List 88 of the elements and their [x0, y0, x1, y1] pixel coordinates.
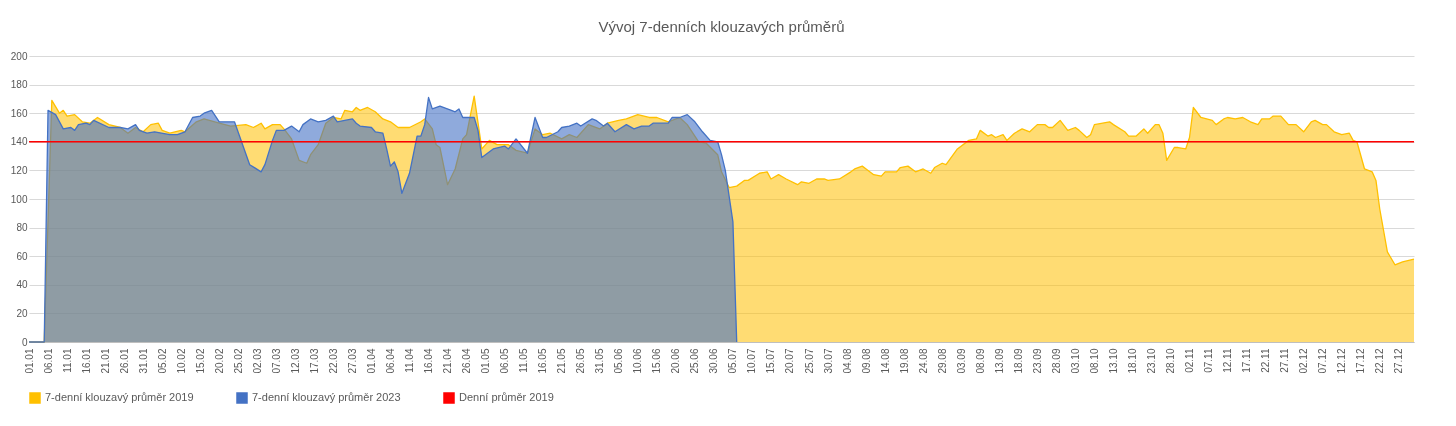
- x-tick-label: 12.12: [1336, 348, 1348, 374]
- x-tick-label: 08.09: [974, 348, 986, 374]
- x-tick-label: 05.06: [613, 348, 625, 374]
- x-tick-label: 22.03: [327, 348, 339, 374]
- x-tick-label: 01.01: [23, 348, 35, 374]
- x-tick-label: 27.03: [346, 348, 358, 374]
- x-tick-label: 21.01: [99, 348, 111, 374]
- x-tick-label: 10.06: [632, 348, 644, 374]
- x-tick-label: 23.10: [1145, 348, 1157, 374]
- y-tick-label: 160: [10, 107, 28, 119]
- x-tick-label: 07.12: [1317, 348, 1329, 374]
- x-tick-label: 31.05: [594, 348, 606, 374]
- x-tick-label: 22.12: [1374, 348, 1386, 374]
- x-tick-label: 23.09: [1031, 348, 1043, 374]
- x-tick-label: 28.10: [1164, 348, 1176, 374]
- x-tick-label: 05.07: [727, 348, 739, 374]
- x-tick-label: 20.07: [784, 348, 796, 374]
- x-tick-label: 30.06: [708, 348, 720, 374]
- x-tick-label: 16.01: [80, 348, 92, 374]
- x-tick-label: 11.01: [61, 348, 73, 373]
- y-tick-label: 40: [16, 279, 28, 291]
- x-tick-label: 10.02: [175, 348, 187, 374]
- x-tick-label: 15.07: [765, 348, 777, 374]
- x-tick-label: 14.08: [879, 348, 891, 374]
- x-tick-label: 17.11: [1241, 348, 1253, 373]
- x-tick-label: 18.10: [1126, 348, 1138, 374]
- x-tick-label: 20.02: [213, 348, 225, 374]
- x-tick-label: 25.02: [232, 348, 244, 374]
- x-tick-label: 20.06: [670, 348, 682, 374]
- x-tick-label: 16.04: [423, 348, 435, 374]
- x-tick-label: 12.03: [289, 348, 301, 374]
- y-tick-label: 100: [10, 193, 28, 205]
- x-tick-label: 28.09: [1050, 348, 1062, 374]
- y-tick-label: 60: [16, 250, 28, 262]
- x-tick-label: 01.04: [365, 348, 377, 374]
- x-tick-label: 21.05: [556, 348, 568, 374]
- x-tick-label: 25.07: [803, 348, 815, 374]
- x-tick-label: 26.04: [461, 348, 473, 374]
- legend-label: 7-denní klouzavý průměr 2019: [45, 391, 194, 403]
- x-tick-label: 31.01: [137, 348, 149, 374]
- y-tick-label: 200: [10, 50, 28, 62]
- x-tick-label: 06.05: [499, 348, 511, 374]
- x-tick-label: 15.06: [651, 348, 663, 374]
- x-tick-label: 17.12: [1355, 348, 1367, 374]
- x-tick-label: 25.06: [689, 348, 701, 374]
- x-tick-label: 11.05: [518, 348, 530, 373]
- x-tick-label: 09.08: [860, 348, 872, 374]
- x-tick-label: 06.04: [384, 348, 396, 374]
- x-tick-label: 29.08: [936, 348, 948, 374]
- y-tick-label: 20: [16, 307, 28, 319]
- x-tick-label: 12.11: [1222, 348, 1234, 373]
- x-tick-label: 07.03: [270, 348, 282, 374]
- x-tick-label: 17.03: [308, 348, 320, 374]
- y-tick-label: 140: [10, 136, 28, 148]
- x-tick-label: 01.05: [480, 348, 492, 374]
- x-tick-label: 03.09: [955, 348, 967, 374]
- x-tick-label: 11.04: [403, 348, 415, 373]
- x-tick-label: 15.02: [194, 348, 206, 374]
- x-tick-label: 07.11: [1203, 348, 1215, 373]
- y-tick-label: 180: [10, 79, 28, 91]
- x-tick-label: 02.03: [251, 348, 263, 374]
- x-tick-label: 26.01: [118, 348, 130, 374]
- x-tick-label: 16.05: [537, 348, 549, 374]
- chart-title: Vývoj 7-denních klouzavých průměrů: [598, 18, 845, 35]
- x-tick-label: 30.07: [822, 348, 834, 374]
- legend-label: Denní průměr 2019: [459, 391, 554, 403]
- x-tick-label: 13.09: [993, 348, 1005, 374]
- x-tick-label: 26.05: [575, 348, 587, 374]
- x-tick-label: 05.02: [156, 348, 168, 374]
- x-tick-label: 27.12: [1393, 348, 1405, 374]
- y-tick-label: 80: [16, 222, 28, 234]
- x-tick-label: 02.11: [1184, 348, 1196, 373]
- x-tick-label: 19.08: [898, 348, 910, 374]
- x-tick-label: 21.04: [442, 348, 454, 374]
- x-tick-label: 06.01: [42, 348, 54, 374]
- x-tick-label: 02.12: [1298, 348, 1310, 374]
- x-tick-label: 18.09: [1012, 348, 1024, 374]
- x-tick-label: 24.08: [917, 348, 929, 374]
- x-tick-label: 22.11: [1260, 348, 1272, 373]
- x-tick-label: 03.10: [1069, 348, 1081, 374]
- y-tick-label: 120: [10, 164, 28, 176]
- x-tick-label: 27.11: [1279, 348, 1291, 373]
- y-tick-label: 0: [21, 336, 28, 348]
- legend-label: 7-denní klouzavý průměr 2023: [252, 391, 401, 403]
- x-tick-label: 04.08: [841, 348, 853, 374]
- x-tick-label: 13.10: [1107, 348, 1119, 374]
- x-tick-label: 08.10: [1088, 348, 1100, 374]
- x-tick-label: 10.07: [746, 348, 758, 374]
